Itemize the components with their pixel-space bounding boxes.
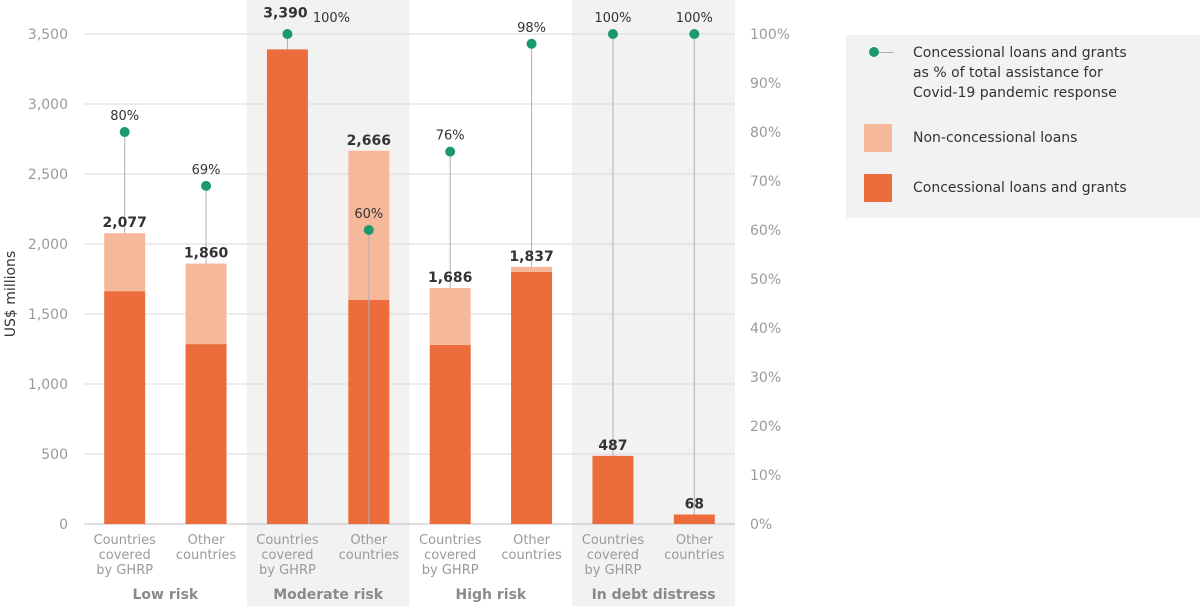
percent-label: 60% [354, 207, 383, 222]
legend-nonconcessional-swatch [864, 124, 892, 152]
y2-tick-label: 40% [750, 321, 781, 337]
category-label: by GHRP [96, 563, 153, 578]
total-label: 68 [685, 496, 704, 512]
legend-percent-label: Concessional loans and grants as % of to… [913, 43, 1127, 103]
bar-concessional [429, 344, 471, 524]
category-label: Other [513, 533, 551, 548]
category-label: Countries [419, 533, 482, 548]
y2-tick-label: 10% [750, 468, 781, 484]
percent-label: 76% [436, 129, 465, 144]
category-label: covered [424, 548, 476, 563]
percent-dot [689, 29, 700, 39]
legend-percent-line [874, 52, 894, 53]
category-label: Countries [94, 533, 157, 548]
y-tick-label: 500 [41, 447, 68, 463]
y-tick-label: 2,500 [28, 167, 68, 183]
group-label: In debt distress [592, 587, 716, 603]
y-tick-label: 3,500 [28, 27, 68, 43]
bar-concessional [673, 514, 715, 524]
category-label: countries [176, 548, 237, 563]
category-label: countries [339, 548, 400, 563]
legend: Concessional loans and grants as % of to… [846, 35, 1200, 218]
y-tick-label: 3,000 [28, 97, 68, 113]
bar-nonconcessional [429, 287, 471, 345]
category-label: by GHRP [259, 563, 316, 578]
percent-label: 100% [594, 11, 631, 26]
percent-dot [363, 225, 374, 235]
category-label: by GHRP [422, 563, 479, 578]
legend-percent-line-3: Covid-19 pandemic response [913, 85, 1117, 101]
y2-tick-label: 80% [750, 125, 781, 141]
percent-label: 69% [192, 163, 221, 178]
category-label: Countries [582, 533, 645, 548]
category-label: by GHRP [585, 563, 642, 578]
percent-dot [119, 127, 130, 137]
y-axis-title: US$ millions [3, 251, 19, 337]
y2-tick-label: 100% [750, 27, 790, 43]
y2-tick-label: 50% [750, 272, 781, 288]
bar-nonconcessional [185, 263, 227, 345]
category-label: covered [587, 548, 639, 563]
legend-concessional-label: Concessional loans and grants [913, 180, 1127, 196]
y2-tick-label: 0% [750, 517, 772, 533]
y2-tick-label: 30% [750, 370, 781, 386]
total-label: 3,390 [263, 5, 308, 21]
total-label: 2,077 [103, 215, 147, 231]
category-label: countries [501, 548, 562, 563]
percent-dot [445, 146, 456, 157]
percent-dot [526, 38, 537, 49]
bar-concessional [104, 291, 146, 524]
category-label: covered [99, 548, 151, 563]
total-label: 487 [598, 438, 627, 454]
legend-percent-dot [869, 47, 879, 57]
group-label: Low risk [133, 587, 199, 603]
category-label: covered [261, 548, 313, 563]
category-label: Other [676, 533, 714, 548]
bar-concessional [511, 272, 553, 524]
percent-label: 100% [313, 11, 350, 26]
total-label: 1,837 [509, 249, 553, 265]
bar-nonconcessional [104, 233, 146, 292]
percent-dot [607, 29, 618, 39]
y2-tick-label: 60% [750, 223, 781, 239]
bar-nonconcessional [511, 266, 553, 272]
y-tick-label: 2,000 [28, 237, 68, 253]
y2-tick-label: 20% [750, 419, 781, 435]
total-label: 1,860 [184, 246, 229, 262]
y-tick-label: 1,000 [28, 377, 68, 393]
percent-dot [201, 180, 212, 191]
group-label: Moderate risk [273, 587, 384, 603]
total-label: 2,666 [347, 133, 391, 149]
total-label: 1,686 [428, 270, 472, 286]
bar-concessional [592, 455, 634, 524]
y2-tick-label: 90% [750, 76, 781, 92]
y2-tick-label: 70% [750, 174, 781, 190]
category-label: countries [664, 548, 725, 563]
bar-concessional [185, 344, 227, 524]
percent-dot [282, 29, 293, 39]
percent-label: 80% [110, 109, 139, 124]
percent-label: 100% [676, 11, 713, 26]
group-label: High risk [456, 587, 527, 603]
legend-nonconcessional-label: Non-concessional loans [913, 130, 1078, 146]
y-tick-label: 1,500 [28, 307, 68, 323]
category-label: Countries [256, 533, 319, 548]
y-tick-label: 0 [59, 517, 68, 533]
legend-percent-line-1: Concessional loans and grants [913, 45, 1127, 61]
category-label: Other [350, 533, 388, 548]
legend-concessional-swatch [864, 174, 892, 202]
category-label: Other [188, 533, 226, 548]
percent-label: 98% [517, 21, 546, 36]
legend-percent-line-2: as % of total assistance for [913, 65, 1103, 81]
bar-concessional [266, 49, 308, 525]
